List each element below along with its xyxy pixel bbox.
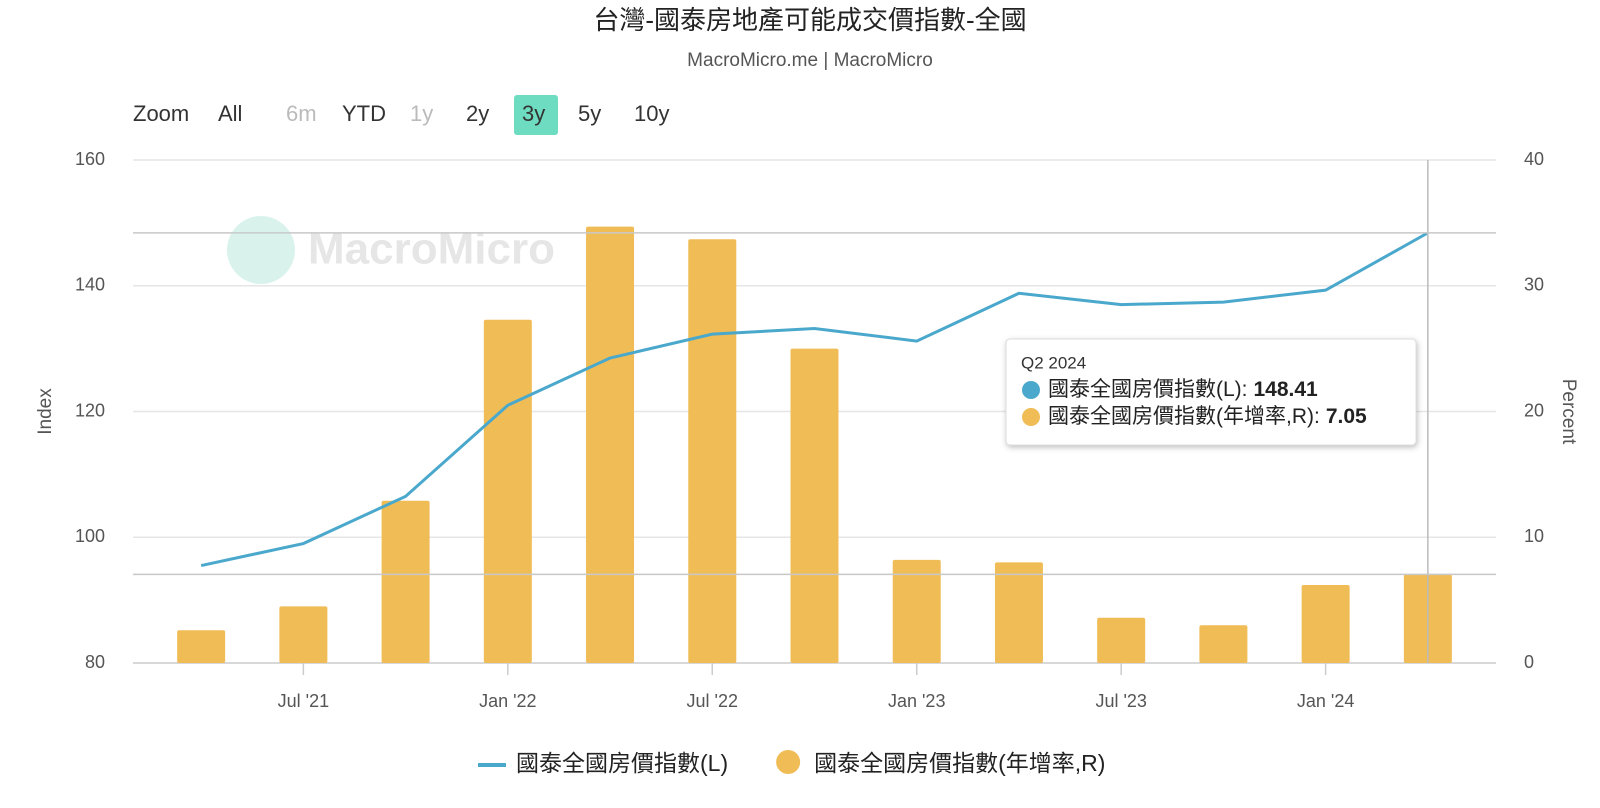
x-tick-label: Jan '24 bbox=[1297, 691, 1354, 711]
y-tick-label: 160 bbox=[75, 149, 105, 169]
tooltip-marker bbox=[1022, 381, 1040, 399]
y2-tick-label: 0 bbox=[1524, 652, 1534, 672]
x-tick-label: Jul '21 bbox=[278, 691, 329, 711]
bar bbox=[586, 226, 635, 663]
watermark-text: MacroMicro bbox=[308, 225, 555, 274]
y-tick-label: 80 bbox=[85, 652, 105, 672]
chart-title: 台灣-國泰房地產可能成交價指數-全國 bbox=[593, 5, 1026, 35]
range-button[interactable]: 3y bbox=[522, 101, 545, 126]
bar bbox=[381, 500, 430, 663]
tooltip-label: 國泰全國房價指數(年增率,R): bbox=[1048, 405, 1320, 428]
range-button[interactable]: 5y bbox=[578, 101, 601, 126]
x-tick-label: Jan '22 bbox=[479, 691, 536, 711]
range-button[interactable]: All bbox=[218, 101, 242, 126]
bar bbox=[1097, 617, 1146, 663]
bar bbox=[790, 348, 839, 663]
y2-tick-label: 40 bbox=[1524, 149, 1544, 169]
y-tick-label: 120 bbox=[75, 400, 105, 420]
tooltip-marker bbox=[1022, 408, 1040, 426]
bar bbox=[994, 562, 1043, 663]
y-tick-label: 100 bbox=[75, 526, 105, 546]
tooltip-row: 國泰全國房價指數(L): 148.41 bbox=[1048, 378, 1318, 401]
watermark-logo bbox=[227, 216, 295, 284]
bar bbox=[1301, 585, 1350, 663]
range-button: 6m bbox=[286, 101, 317, 126]
bar bbox=[279, 606, 328, 663]
y2-tick-label: 30 bbox=[1524, 275, 1544, 295]
tooltip: Q2 2024 國泰全國房價指數(L): 148.41 國泰全國房價指數(年增率,R)… bbox=[1005, 338, 1417, 446]
zoom-label: Zoom bbox=[133, 101, 189, 126]
line bbox=[200, 231, 1429, 568]
x-tick-label: Jan '23 bbox=[888, 691, 945, 711]
chart-subtitle: MacroMicro.me | MacroMicro bbox=[687, 50, 933, 71]
tooltip-box bbox=[1005, 338, 1417, 446]
legend-label[interactable]: 國泰全國房價指數(年增率,R) bbox=[814, 750, 1105, 776]
bar bbox=[892, 559, 941, 663]
tooltip-value: 7.05 bbox=[1326, 405, 1367, 428]
y2-axis-title: Percent bbox=[1558, 379, 1579, 445]
tooltip-title: Q2 2024 bbox=[1021, 353, 1086, 372]
bar bbox=[688, 239, 737, 663]
tooltip-value: 148.41 bbox=[1254, 378, 1319, 401]
x-tick-label: Jul '23 bbox=[1095, 691, 1146, 711]
y2-tick-label: 10 bbox=[1524, 526, 1544, 546]
tooltip-row: 國泰全國房價指數(年增率,R): 7.05 bbox=[1048, 405, 1367, 428]
range-button[interactable]: 2y bbox=[466, 101, 489, 126]
range-button[interactable]: YTD bbox=[342, 101, 386, 126]
range-button: 1y bbox=[410, 101, 433, 126]
legend-label[interactable]: 國泰全國房價指數(L) bbox=[516, 750, 728, 776]
watermark: MacroMicro bbox=[227, 216, 555, 284]
y2-tick-label: 20 bbox=[1524, 400, 1544, 420]
bar bbox=[177, 630, 226, 663]
range-button[interactable]: 10y bbox=[634, 101, 669, 126]
bar bbox=[483, 319, 532, 663]
y-tick-label: 140 bbox=[75, 275, 105, 295]
x-tick-label: Jul '22 bbox=[687, 691, 738, 711]
y-axis-title: Index bbox=[35, 388, 56, 435]
tooltip-label: 國泰全國房價指數(L): bbox=[1048, 378, 1248, 401]
range-button-bg bbox=[514, 95, 558, 135]
bar bbox=[1199, 625, 1248, 663]
legend-dot bbox=[776, 750, 801, 774]
